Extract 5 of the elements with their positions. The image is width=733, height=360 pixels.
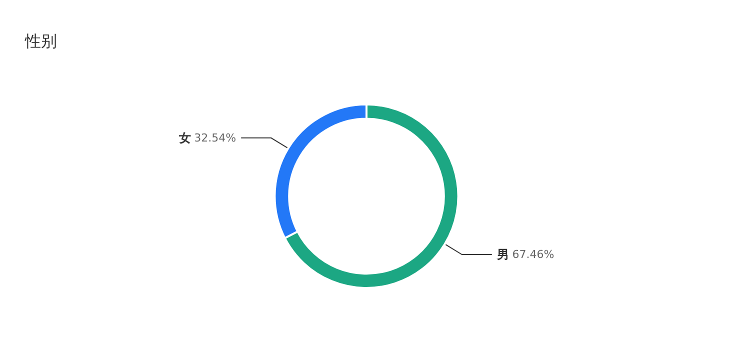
data-label: 67.46% (512, 248, 554, 261)
slice-label: 女 (178, 130, 191, 145)
data-label: 32.54% (194, 131, 236, 144)
slice-label: 男 (496, 247, 509, 262)
text: 性别 (24, 32, 57, 50)
